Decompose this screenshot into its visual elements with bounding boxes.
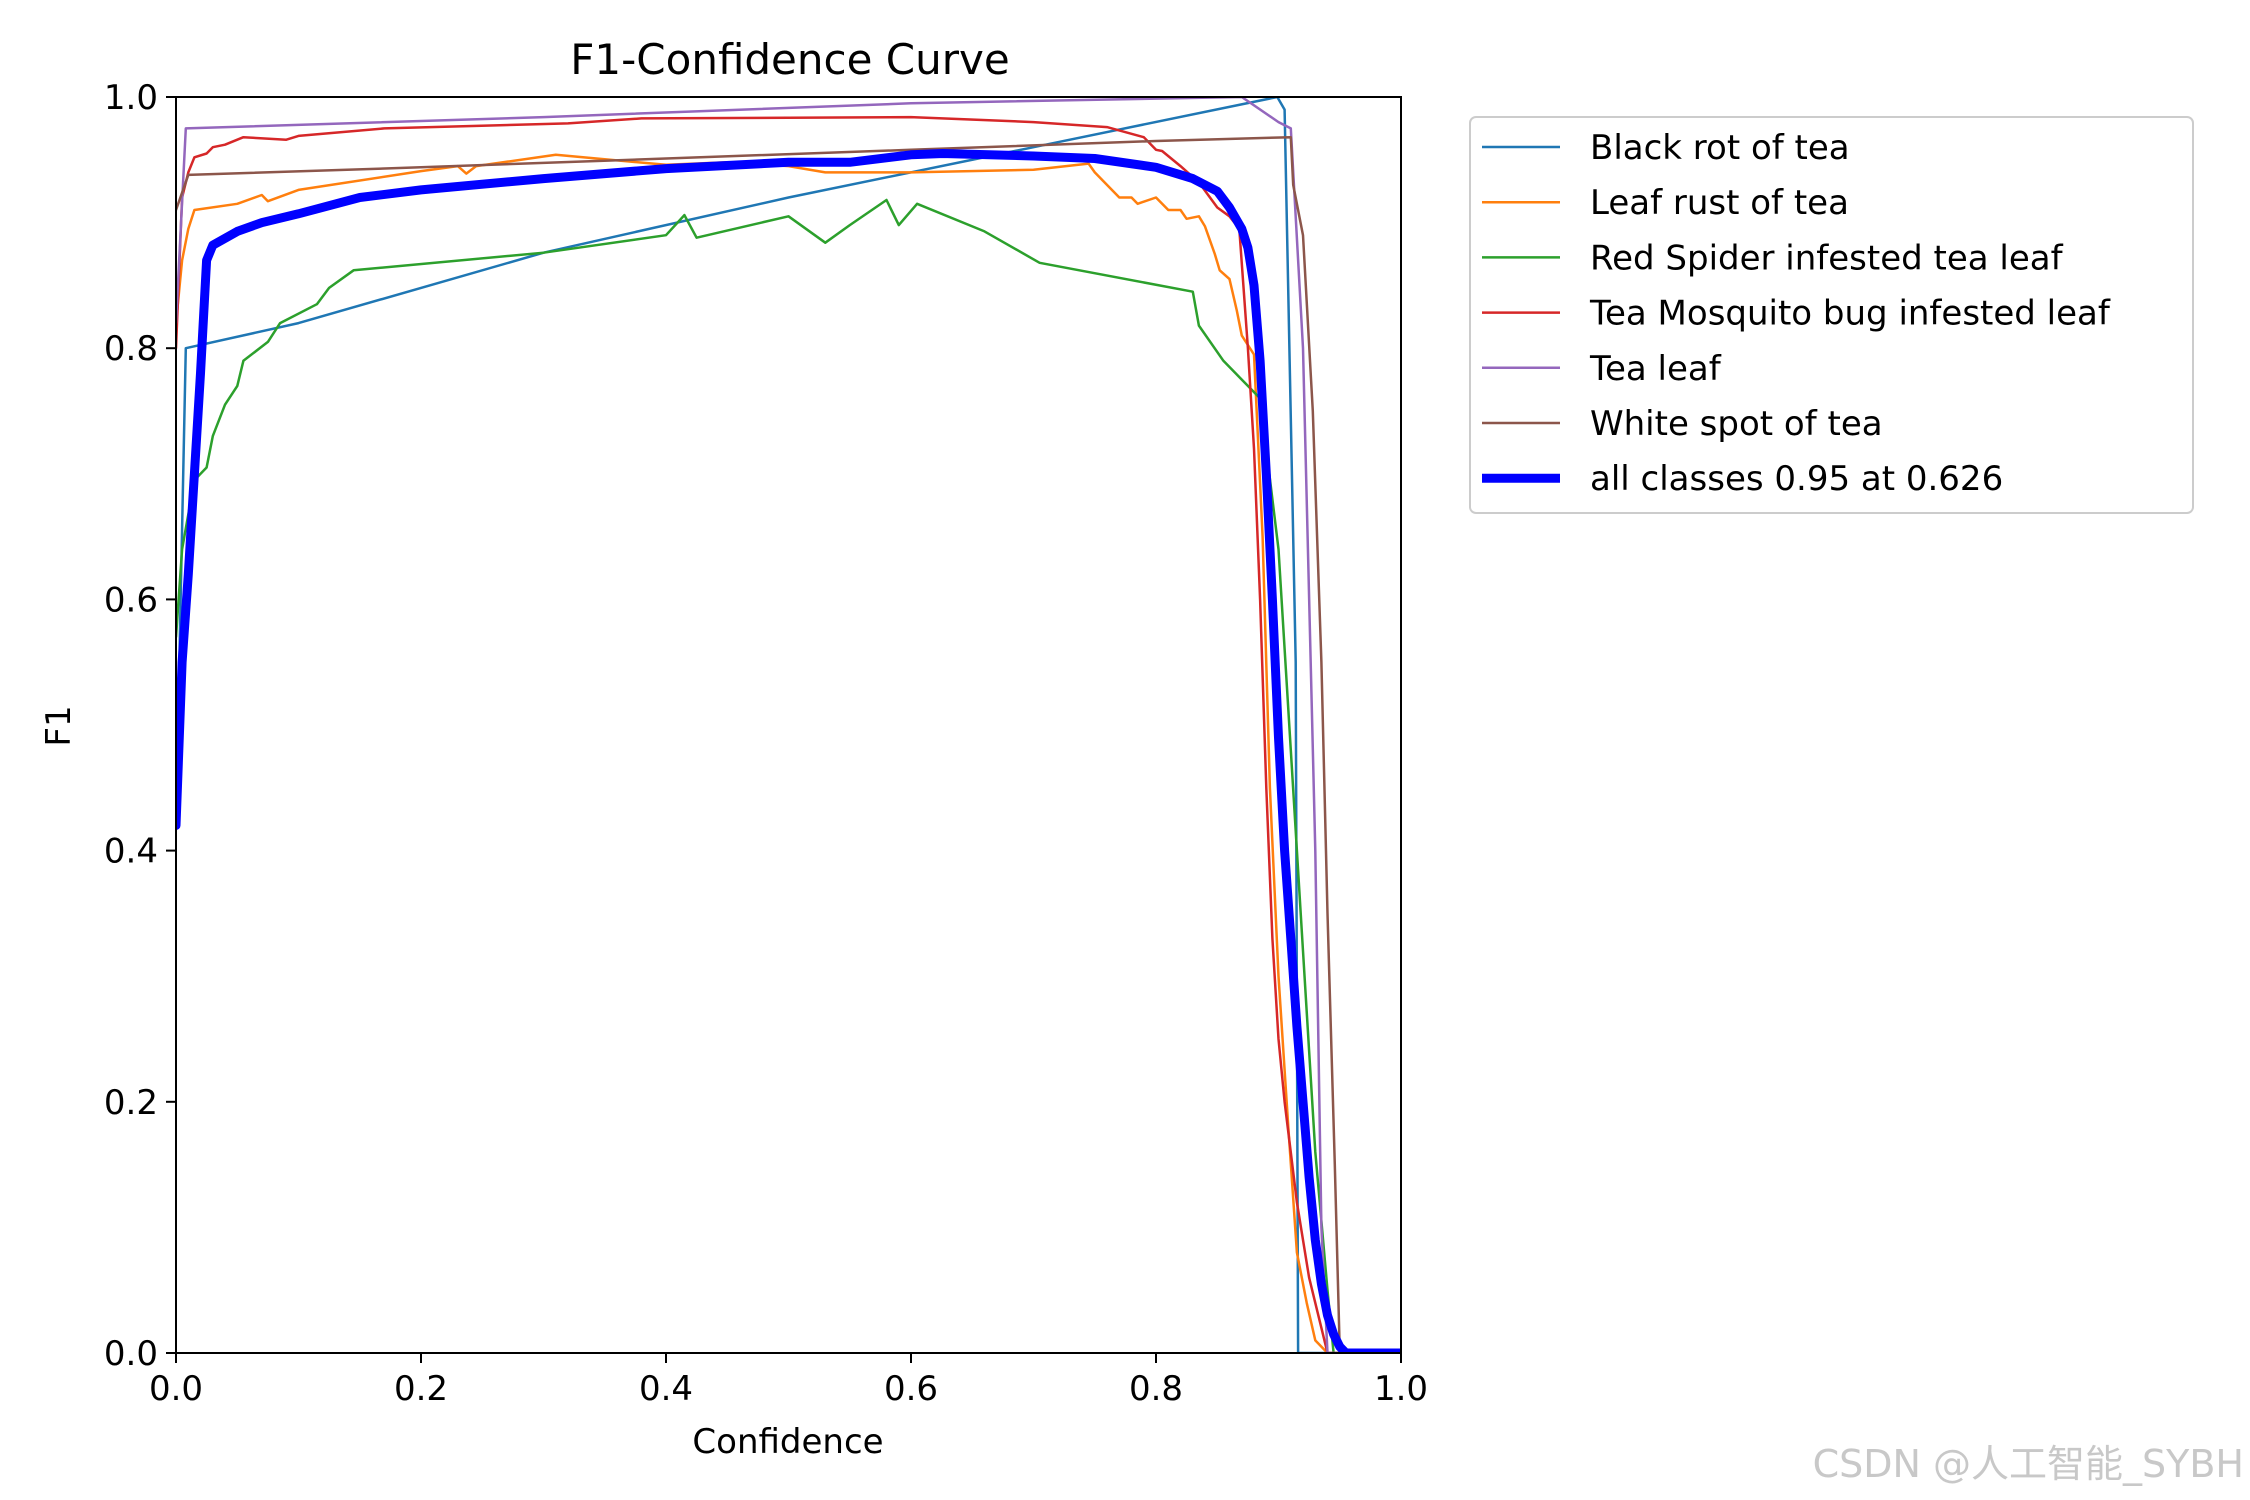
chart-title: F1-Confidence Curve [570, 35, 1009, 84]
series-line-3 [176, 115, 1401, 1353]
legend-items: Black rot of tea Leaf rust of tea Red Spid… [1482, 128, 2111, 499]
series-line-5 [176, 135, 1401, 1353]
x-tick-label: 0.2 [394, 1369, 448, 1409]
y-tick-label: 0.8 [104, 329, 158, 369]
series-line-4 [176, 97, 1401, 1353]
legend-label-6: all classes 0.95 at 0.626 [1590, 459, 2003, 499]
watermark-text: CSDN @人工智能_SYBH [1813, 1442, 2244, 1486]
y-axis-ticks: 0.0 0.2 0.4 0.6 0.8 1.0 [104, 78, 176, 1374]
legend: Black rot of tea Leaf rust of tea Red Spid… [1469, 116, 2194, 514]
y-axis-label: F1 [39, 705, 79, 746]
legend-label-4: Tea leaf [1589, 349, 1722, 389]
x-tick-label: 0.0 [149, 1369, 203, 1409]
y-tick-label: 0.2 [104, 1083, 158, 1123]
plot-area [176, 97, 1401, 1353]
y-tick-label: 0.4 [104, 832, 158, 872]
x-axis-ticks: 0.0 0.2 0.4 0.6 0.8 1.0 [149, 1353, 1428, 1409]
y-tick-label: 0.0 [104, 1334, 158, 1374]
legend-box [1469, 116, 2194, 514]
plot-frame [175, 96, 1402, 1354]
x-axis-label: Confidence [692, 1422, 883, 1462]
series-line-2 [176, 198, 1401, 1353]
legend-label-5: White spot of tea [1590, 404, 1883, 444]
legend-label-0: Black rot of tea [1590, 128, 1850, 168]
y-tick-label: 0.6 [104, 580, 158, 620]
x-tick-label: 0.8 [1129, 1369, 1183, 1409]
x-tick-label: 1.0 [1374, 1369, 1428, 1409]
legend-label-1: Leaf rust of tea [1590, 183, 1849, 223]
legend-label-2: Red Spider infested tea leaf [1590, 238, 2064, 278]
series-line-6 [176, 149, 1401, 1353]
series-line-0 [176, 97, 1401, 1353]
y-tick-label: 1.0 [104, 78, 158, 118]
legend-label-3: Tea Mosquito bug infested leaf [1589, 294, 2111, 334]
series-line-1 [176, 153, 1401, 1353]
series-layer [176, 97, 1401, 1353]
x-tick-label: 0.4 [639, 1369, 693, 1409]
x-tick-label: 0.6 [884, 1369, 938, 1409]
